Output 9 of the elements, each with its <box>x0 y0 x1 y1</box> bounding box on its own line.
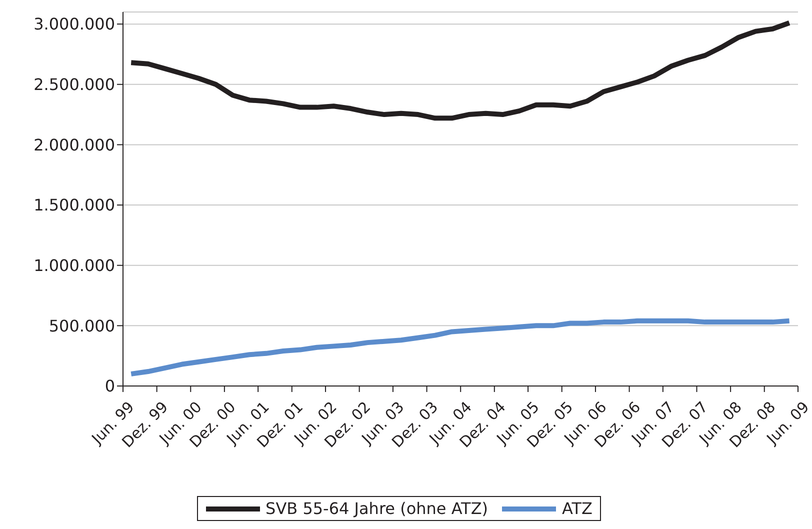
y-tick-label: 1.000.000 <box>34 256 115 276</box>
y-tick-label: 0 <box>104 376 115 396</box>
legend-label: ATZ <box>562 499 592 518</box>
legend-label: SVB 55-64 Jahre (ohne ATZ) <box>266 499 488 518</box>
y-tick-label: 3.000.000 <box>34 14 115 34</box>
y-tick-label: 500.000 <box>48 316 115 336</box>
y-tick-label: 1.500.000 <box>34 196 115 215</box>
y-tick-label: 2.000.000 <box>34 135 115 154</box>
y-tick-label: 2.500.000 <box>34 75 115 94</box>
